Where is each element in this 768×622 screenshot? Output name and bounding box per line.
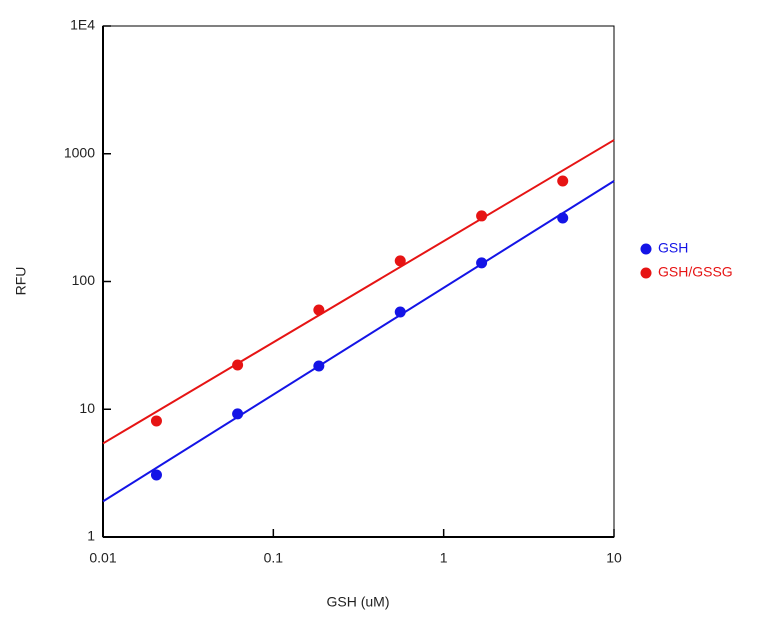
- legend-label: GSH: [658, 240, 688, 256]
- data-point: [232, 359, 244, 371]
- fit-line: [102, 180, 615, 503]
- data-point: [150, 415, 162, 427]
- legend-label: GSH/GSSG: [658, 264, 733, 280]
- data-point: [394, 255, 406, 267]
- data-point: [476, 210, 488, 222]
- y-axis-label: RFU: [13, 267, 29, 296]
- fit-line: [102, 139, 615, 445]
- data-point: [394, 306, 406, 318]
- y-tick-label: 10: [79, 400, 95, 416]
- data-point: [313, 360, 325, 372]
- plot-frame: [102, 25, 615, 538]
- legend-marker: [640, 267, 652, 279]
- y-tick-label: 1E4: [70, 17, 95, 33]
- data-point: [557, 212, 569, 224]
- data-point: [313, 304, 325, 316]
- data-point: [557, 175, 569, 187]
- data-point: [150, 469, 162, 481]
- x-tick-label: 0.1: [264, 550, 284, 566]
- x-tick-label: 1: [440, 550, 448, 566]
- y-tick-label: 1: [87, 528, 95, 544]
- y-tick-label: 1000: [64, 144, 95, 160]
- x-tick-label: 10: [606, 550, 622, 566]
- x-axis-label: GSH (uM): [327, 594, 390, 610]
- data-point: [232, 408, 244, 420]
- legend-marker: [640, 243, 652, 255]
- data-point: [476, 257, 488, 269]
- x-tick-label: 0.01: [89, 550, 116, 566]
- y-tick-label: 100: [72, 272, 96, 288]
